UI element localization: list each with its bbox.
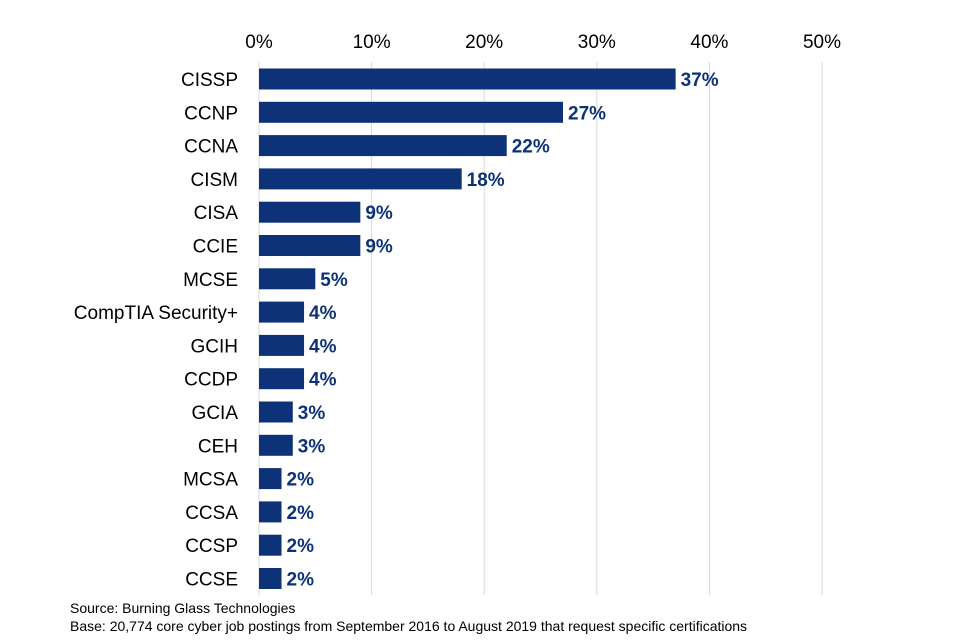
category-label: CISA xyxy=(194,203,239,224)
data-label: 27% xyxy=(568,103,606,124)
data-label: 4% xyxy=(309,370,337,391)
bar xyxy=(259,68,676,90)
bar xyxy=(259,434,293,456)
bar-chart: 0% 10% 20% 30% 40% 50% CISSPCCNPCCNACISMCISAC… xyxy=(74,32,841,596)
category-label: CCSE xyxy=(185,570,238,591)
x-tick-label: 50% xyxy=(803,32,841,53)
category-labels: CISSP CCNP CCNA CISM CISA CCIE MCSE CompTIA Sec… xyxy=(74,70,239,591)
x-axis-ticks: 0% 10% 20% 30% 40% 50% xyxy=(245,32,841,53)
category-label: CISSP xyxy=(181,70,238,91)
category-label: CISM xyxy=(191,170,239,191)
category-label: CCSP xyxy=(185,536,238,557)
x-tick-label: 40% xyxy=(690,32,728,53)
category-label: CEH xyxy=(198,436,238,457)
category-label: MCSA xyxy=(183,470,238,491)
data-label: 2% xyxy=(287,503,315,524)
x-tick-label: 0% xyxy=(245,32,273,53)
bar xyxy=(259,334,305,356)
bar xyxy=(259,135,507,157)
bar xyxy=(259,168,462,190)
bar xyxy=(259,201,361,223)
bar xyxy=(259,101,564,123)
x-tick-label: 10% xyxy=(353,32,391,53)
data-label: 5% xyxy=(320,270,348,291)
bar xyxy=(259,468,282,490)
category-label: MCSE xyxy=(183,270,238,291)
data-label: 9% xyxy=(365,203,393,224)
x-tick-label: 30% xyxy=(578,32,616,53)
source-note: Source: Burning Glass Technologies xyxy=(70,600,296,616)
data-label: 2% xyxy=(287,570,315,591)
data-labels: 37% 27% 22% 18% 9% 9% 5% 4% 4% 4% 3% 3% 2% 2% 2% 2% xyxy=(287,70,719,591)
category-label: CCNA xyxy=(184,137,238,158)
data-label: 2% xyxy=(287,470,315,491)
data-label: 9% xyxy=(365,237,393,258)
category-label: GCIA xyxy=(192,403,239,424)
bar xyxy=(259,235,361,256)
data-label: 2% xyxy=(287,536,315,557)
bar xyxy=(259,534,282,556)
bar xyxy=(259,268,316,290)
base-note: Base: 20,774 core cyber job postings fro… xyxy=(70,618,748,634)
bars xyxy=(259,68,676,589)
bar xyxy=(259,401,293,423)
category-label: CCNP xyxy=(184,103,238,124)
category-label: GCIH xyxy=(191,336,239,357)
bar xyxy=(259,501,282,523)
bar xyxy=(259,301,305,323)
bar xyxy=(259,568,282,589)
data-label: 37% xyxy=(681,70,719,91)
category-label: CCDP xyxy=(184,370,238,391)
x-tick-label: 20% xyxy=(465,32,503,53)
category-label: CCIE xyxy=(193,237,238,258)
data-label: 22% xyxy=(512,137,550,158)
data-label: 18% xyxy=(467,170,505,191)
data-label: 4% xyxy=(309,303,337,324)
data-label: 3% xyxy=(298,403,326,424)
category-label: CompTIA Security+ xyxy=(74,303,238,324)
data-label: 3% xyxy=(298,436,326,457)
data-label: 4% xyxy=(309,336,337,357)
bar xyxy=(259,368,305,390)
category-label: CCSA xyxy=(185,503,238,524)
